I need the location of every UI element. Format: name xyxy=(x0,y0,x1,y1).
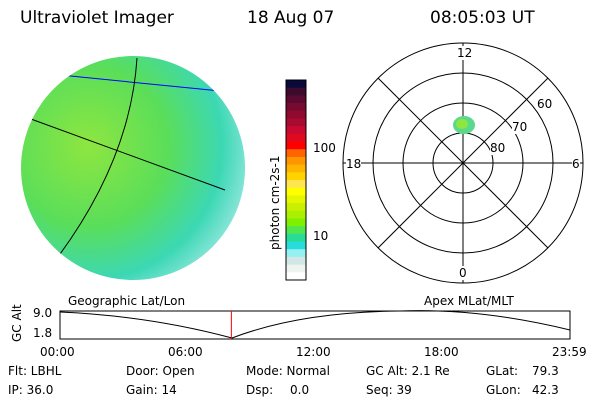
dsp-value: 0.0 xyxy=(290,383,310,397)
colorbar-swatch xyxy=(286,126,306,135)
x-tick: 18:00 xyxy=(424,345,459,359)
mlat-ring-label: 80 xyxy=(490,141,506,155)
colorbar-swatch xyxy=(286,164,306,173)
colorbar-swatch xyxy=(286,233,306,243)
y-axis-label: GC Alt xyxy=(10,304,24,342)
date-label: 18 Aug 07 xyxy=(247,8,335,28)
colorbar-swatch xyxy=(286,95,306,104)
colorbar-swatch xyxy=(286,210,306,219)
altitude-timeline xyxy=(59,310,571,340)
colorbar-swatch xyxy=(286,103,306,112)
colorbar-swatch xyxy=(286,256,306,266)
colorbar-swatch xyxy=(286,110,306,119)
seq: Seq: 39 xyxy=(366,383,412,397)
colorbar-swatch xyxy=(286,241,306,250)
colorbar-frame xyxy=(285,79,307,281)
colorbar-swatch xyxy=(286,149,306,158)
colorbar-tick: 100 xyxy=(313,141,336,155)
geo-title: Geographic Lat/Lon xyxy=(68,294,186,308)
colorbar xyxy=(285,79,307,281)
x-tick: 23:59 xyxy=(552,345,587,359)
glon-value: 42.3 xyxy=(532,383,559,397)
mlt-label: 0 xyxy=(459,266,467,280)
mlt-label: 18 xyxy=(346,157,362,171)
colorbar-swatch xyxy=(286,272,306,281)
colorbar-label: photon cm-2s-1 xyxy=(268,155,282,251)
colorbar-swatch xyxy=(286,141,306,150)
colorbar-swatch xyxy=(286,264,306,273)
colorbar-swatch xyxy=(286,118,306,127)
x-tick: 06:00 xyxy=(168,345,203,359)
colorbar-swatch xyxy=(286,80,306,89)
colorbar-swatch xyxy=(286,226,306,235)
y-min: 1.8 xyxy=(33,326,53,340)
gc-alt: GC Alt: 2.1 Re xyxy=(366,364,450,378)
colorbar-swatch xyxy=(286,218,306,227)
mlt-label: 6 xyxy=(572,157,580,171)
colorbar-swatch xyxy=(286,172,306,181)
colorbar-swatch xyxy=(286,133,306,143)
colorbar-swatch xyxy=(286,187,306,196)
instrument-title: Ultraviolet Imager xyxy=(20,8,174,28)
apex-title: Apex MLat/MLT xyxy=(424,294,514,308)
time-label: 08:05:03 UT xyxy=(430,8,535,28)
mlat-ring-label: 60 xyxy=(537,97,553,111)
ip: IP: 36.0 xyxy=(8,383,54,397)
colorbar-swatch xyxy=(286,156,306,166)
mode: Mode: Normal xyxy=(246,364,330,378)
colorbar-swatch xyxy=(286,180,306,189)
earth-image xyxy=(21,56,245,280)
dsp-label: Dsp: xyxy=(246,383,274,397)
filter: Flt: LBHL xyxy=(8,364,62,378)
polar-plot xyxy=(342,42,584,284)
colorbar-swatch xyxy=(286,195,306,204)
x-tick: 00:00 xyxy=(40,345,75,359)
colorbar-swatch xyxy=(286,87,306,96)
door: Door: Open xyxy=(126,364,195,378)
glat-label: GLat: xyxy=(486,364,519,378)
mlat-ring-label: 70 xyxy=(512,120,528,134)
colorbar-tick: 10 xyxy=(313,229,329,243)
mlt-label: 12 xyxy=(457,46,473,60)
glon-label: GLon: xyxy=(486,383,521,397)
colorbar-swatch xyxy=(286,203,306,212)
glat-value: 79.3 xyxy=(532,364,559,378)
x-tick: 12:00 xyxy=(296,345,331,359)
colorbar-swatch xyxy=(286,249,306,258)
y-max: 9.0 xyxy=(33,306,53,320)
gain: Gain: 14 xyxy=(126,383,177,397)
